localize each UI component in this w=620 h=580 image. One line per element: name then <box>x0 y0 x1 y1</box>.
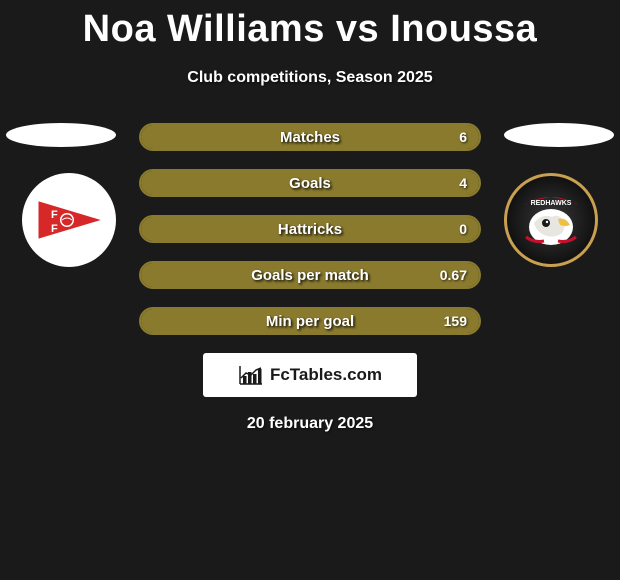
watermark: FcTables.com <box>203 353 417 397</box>
svg-text:F: F <box>51 209 58 221</box>
team-badge-left: F F <box>22 173 116 267</box>
avatar-placeholder-right <box>504 123 614 147</box>
stat-bar: Matches6 <box>139 123 481 151</box>
team-badge-right: REDHAWKS <box>504 173 598 267</box>
stat-value-right: 6 <box>459 129 467 145</box>
subtitle: Club competitions, Season 2025 <box>0 69 620 87</box>
stat-label: Min per goal <box>141 313 479 330</box>
stat-bar: Goals4 <box>139 169 481 197</box>
page-title: Noa Williams vs Inoussa <box>0 0 620 51</box>
stat-label: Goals <box>141 175 479 192</box>
hawk-icon: REDHAWKS <box>514 183 588 257</box>
chart-icon <box>238 364 264 386</box>
stat-value-right: 159 <box>444 313 467 329</box>
pennant-icon: F F <box>37 198 101 242</box>
stat-label: Goals per match <box>141 267 479 284</box>
stat-bar: Hattricks0 <box>139 215 481 243</box>
stat-label: Matches <box>141 129 479 146</box>
stat-label: Hattricks <box>141 221 479 238</box>
stat-value-right: 4 <box>459 175 467 191</box>
avatar-placeholder-left <box>6 123 116 147</box>
stat-bar: Goals per match0.67 <box>139 261 481 289</box>
stat-value-right: 0 <box>459 221 467 237</box>
stat-bar: Min per goal159 <box>139 307 481 335</box>
svg-text:F: F <box>51 223 58 235</box>
stat-value-right: 0.67 <box>440 267 467 283</box>
watermark-label: FcTables.com <box>270 365 382 385</box>
content-area: F F REDHAWKS Matches6 Goals4 Hattricks0 Goa… <box>0 123 620 433</box>
svg-text:REDHAWKS: REDHAWKS <box>531 200 572 207</box>
date-label: 20 february 2025 <box>0 415 620 433</box>
stat-bars: Matches6Goals4Hattricks0Goals per match0… <box>139 123 481 335</box>
